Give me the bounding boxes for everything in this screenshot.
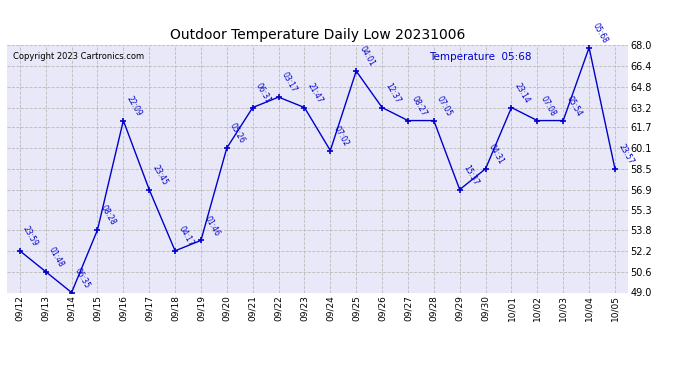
- Text: 08:28: 08:28: [99, 204, 117, 227]
- Text: 07:05: 07:05: [435, 94, 454, 118]
- Text: 05:26: 05:26: [228, 122, 247, 145]
- Text: 15:37: 15:37: [461, 164, 480, 187]
- Text: Copyright 2023 Cartronics.com: Copyright 2023 Cartronics.com: [13, 53, 144, 62]
- Text: 21:47: 21:47: [306, 81, 324, 105]
- Text: 23:45: 23:45: [150, 164, 169, 187]
- Text: 23:14: 23:14: [513, 81, 531, 105]
- Text: 04:17: 04:17: [177, 225, 195, 248]
- Text: Temperature  05:68: Temperature 05:68: [429, 53, 532, 62]
- Text: 07:02: 07:02: [332, 124, 351, 148]
- Text: 04:31: 04:31: [487, 142, 506, 166]
- Text: 06:35: 06:35: [73, 266, 92, 290]
- Text: 12:37: 12:37: [384, 81, 402, 105]
- Text: 08:27: 08:27: [409, 94, 428, 118]
- Text: 23:57: 23:57: [616, 142, 635, 166]
- Text: 23:59: 23:59: [21, 225, 40, 248]
- Text: 22:09: 22:09: [125, 94, 144, 118]
- Text: 01:48: 01:48: [47, 246, 66, 269]
- Title: Outdoor Temperature Daily Low 20231006: Outdoor Temperature Daily Low 20231006: [170, 28, 465, 42]
- Text: 06:31: 06:31: [254, 81, 273, 105]
- Text: 05:68: 05:68: [591, 21, 609, 45]
- Text: 03:17: 03:17: [280, 71, 299, 94]
- Text: 04:01: 04:01: [357, 45, 376, 68]
- Text: 01:46: 01:46: [202, 214, 221, 238]
- Text: 05:54: 05:54: [564, 94, 584, 118]
- Text: 07:08: 07:08: [539, 94, 558, 118]
